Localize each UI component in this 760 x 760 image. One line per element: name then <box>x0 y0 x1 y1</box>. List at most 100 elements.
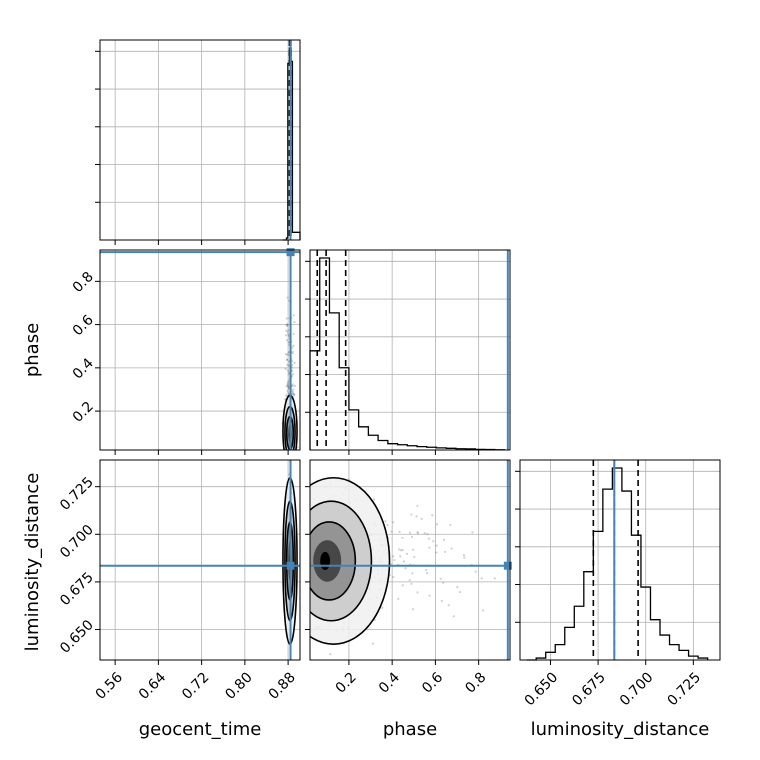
sample-point <box>285 385 288 388</box>
sample-point <box>329 653 332 656</box>
sample-point <box>291 450 293 452</box>
sample-point <box>305 516 307 518</box>
sample-point <box>292 344 295 347</box>
x-tick-label: 0.4 <box>376 669 403 696</box>
sample-point <box>416 504 419 507</box>
sample-point <box>285 317 288 320</box>
sample-point <box>291 457 293 459</box>
sample-point <box>297 454 299 456</box>
sample-point <box>431 514 434 517</box>
x-tick-label: 0.64 <box>136 669 169 702</box>
sample-point <box>416 591 419 594</box>
sample-point <box>303 562 305 564</box>
sample-point <box>302 579 304 581</box>
sample-point <box>398 530 401 533</box>
sample-point <box>397 597 400 600</box>
sample-point <box>287 341 290 344</box>
sample-point <box>408 579 411 582</box>
panel-frame <box>309 249 511 451</box>
sample-point <box>291 453 293 455</box>
sample-point <box>284 353 287 356</box>
sample-point <box>288 456 290 458</box>
sample-point <box>286 456 288 458</box>
sample-point <box>286 296 289 299</box>
y-axis-label-phase: phase <box>22 323 43 377</box>
sample-point <box>291 392 294 395</box>
sample-point <box>286 324 289 328</box>
sample-point <box>545 515 547 517</box>
sample-point <box>401 584 404 587</box>
sample-point <box>474 570 477 573</box>
x-tick-label: 0.56 <box>93 669 126 702</box>
sample-point <box>292 332 295 336</box>
sample-point <box>306 598 308 600</box>
y-tick-label: 0.2 <box>70 399 97 426</box>
sample-point <box>286 363 289 366</box>
sample-point <box>420 517 423 520</box>
sample-point <box>301 560 303 562</box>
sample-point <box>284 367 287 371</box>
sample-point <box>307 606 309 608</box>
sample-point <box>412 608 415 611</box>
sample-point <box>305 532 307 534</box>
sample-point <box>386 523 389 527</box>
sample-point <box>482 609 485 612</box>
sample-point <box>287 354 290 357</box>
sample-point <box>286 322 289 326</box>
sample-point <box>462 553 466 557</box>
sample-point <box>435 551 438 554</box>
sample-point <box>393 558 396 562</box>
y-tick-label: 0.700 <box>57 522 97 562</box>
sample-point <box>288 457 290 459</box>
sample-point <box>411 572 414 575</box>
sample-point <box>435 523 439 526</box>
sample-point <box>288 456 290 458</box>
injection-marker <box>286 561 295 570</box>
sample-point <box>286 389 289 393</box>
sample-point <box>293 393 296 396</box>
sample-point <box>302 557 304 559</box>
y-tick-label: 0.725 <box>57 474 97 514</box>
x-tick-label: 0.80 <box>222 670 255 703</box>
sample-point <box>293 394 296 397</box>
sample-point <box>286 353 289 356</box>
x-tick-label: 0.88 <box>266 670 299 703</box>
sample-point <box>285 329 288 333</box>
sample-point <box>291 383 294 386</box>
sample-point <box>306 584 308 586</box>
x-tick-label: 0.675 <box>569 670 609 710</box>
sample-point <box>292 455 294 457</box>
sample-point <box>404 567 407 570</box>
sample-point <box>285 453 287 455</box>
sample-point <box>286 383 289 387</box>
panel-frame <box>519 459 721 661</box>
sample-point <box>411 535 414 538</box>
sample-point <box>306 523 308 525</box>
sample-point <box>291 363 294 367</box>
sample-point <box>458 590 461 594</box>
sample-point <box>304 547 306 549</box>
sample-point <box>285 358 289 361</box>
sample-point <box>416 530 419 534</box>
sample-point <box>291 384 294 388</box>
sample-point <box>286 369 290 372</box>
sample-point <box>296 446 299 449</box>
sample-point <box>305 541 307 543</box>
sample-point <box>493 577 496 580</box>
sample-point <box>427 537 431 540</box>
sample-point <box>307 559 309 561</box>
sample-point <box>423 532 426 535</box>
sample-point <box>428 546 431 549</box>
sample-point <box>439 577 442 580</box>
sample-point <box>286 324 289 327</box>
sample-point <box>305 596 307 598</box>
panel-content <box>100 250 300 459</box>
sample-point <box>291 451 293 453</box>
sample-point <box>301 592 303 594</box>
x-tick-label: 0.72 <box>179 670 212 703</box>
panel-frame <box>99 459 301 661</box>
sample-point <box>402 560 406 563</box>
sample-point <box>305 585 307 587</box>
sample-point <box>288 457 290 459</box>
y-tick-label: 0.6 <box>70 312 97 339</box>
